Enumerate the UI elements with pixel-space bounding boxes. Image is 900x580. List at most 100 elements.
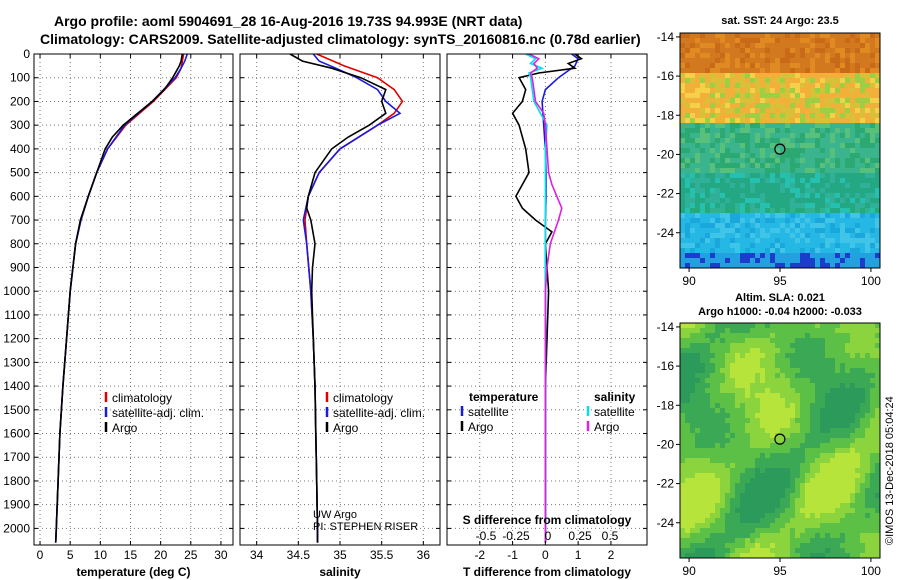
map-cell xyxy=(785,253,790,258)
map-cell xyxy=(865,68,870,73)
map-cell xyxy=(810,438,815,443)
map-cell xyxy=(860,423,865,428)
map-cell xyxy=(840,158,845,163)
map-cell xyxy=(795,253,800,258)
map-cell xyxy=(705,238,710,243)
map-cell xyxy=(795,483,800,488)
map-cell xyxy=(875,138,880,143)
map-cell xyxy=(715,223,720,228)
map-cell xyxy=(755,233,760,238)
map-cell xyxy=(740,148,745,153)
map-cell xyxy=(795,458,800,463)
y-tick-label: 600 xyxy=(10,189,30,203)
map-cell xyxy=(835,528,840,533)
map-cell xyxy=(850,263,855,268)
map-cell xyxy=(780,163,785,168)
map-cell xyxy=(765,213,770,218)
map-cell xyxy=(740,388,745,393)
map-cell xyxy=(780,33,785,38)
map-cell xyxy=(795,178,800,183)
map-cell xyxy=(835,508,840,513)
map-cell xyxy=(695,363,700,368)
map-cell xyxy=(680,173,685,178)
map-cell xyxy=(830,433,835,438)
map-cell xyxy=(700,183,705,188)
map-cell xyxy=(745,173,750,178)
map-cell xyxy=(690,128,695,133)
map-cell xyxy=(780,158,785,163)
map-cell xyxy=(810,63,815,68)
map-cell xyxy=(715,228,720,233)
map-cell xyxy=(870,408,875,413)
map-cell xyxy=(685,108,690,113)
map-cell xyxy=(745,518,750,523)
map-cell xyxy=(870,418,875,423)
map-cell xyxy=(805,148,810,153)
map-cell xyxy=(745,243,750,248)
map-cell xyxy=(780,128,785,133)
map-cell xyxy=(815,358,820,363)
map-cell xyxy=(685,233,690,238)
map-cell xyxy=(870,478,875,483)
map-cell xyxy=(755,353,760,358)
map-cell xyxy=(840,503,845,508)
map-cell xyxy=(775,338,780,343)
map-cell xyxy=(820,108,825,113)
map-cell xyxy=(755,133,760,138)
map-cell xyxy=(780,103,785,108)
map-cell xyxy=(710,88,715,93)
map-cell xyxy=(790,513,795,518)
map-cell xyxy=(730,78,735,83)
map-cell xyxy=(695,548,700,553)
map-cell xyxy=(870,498,875,503)
map-cell xyxy=(730,493,735,498)
map-cell xyxy=(825,253,830,258)
map-cell xyxy=(860,163,865,168)
map-cell xyxy=(715,138,720,143)
map-cell xyxy=(865,158,870,163)
map-cell xyxy=(765,363,770,368)
map-cell xyxy=(710,503,715,508)
map-cell xyxy=(840,328,845,333)
map-cell xyxy=(815,163,820,168)
map-cell xyxy=(875,123,880,128)
map-cell xyxy=(765,543,770,548)
map-cell xyxy=(685,163,690,168)
map-cell xyxy=(865,418,870,423)
map-cell xyxy=(830,428,835,433)
legend-title-salinity: salinity xyxy=(594,390,636,404)
map-cell xyxy=(700,43,705,48)
map-cell xyxy=(765,98,770,103)
map-cell xyxy=(780,428,785,433)
map-cell xyxy=(850,528,855,533)
map-cell xyxy=(820,38,825,43)
map-cell xyxy=(720,263,725,268)
map-cell xyxy=(740,53,745,58)
map-cell xyxy=(770,193,775,198)
secondary-x-tick-label: 0.5 xyxy=(602,529,619,543)
map-cell xyxy=(760,168,765,173)
map-cell xyxy=(750,228,755,233)
map-cell xyxy=(825,383,830,388)
map-cell xyxy=(855,458,860,463)
map-cell xyxy=(845,378,850,383)
series-line-s-argo xyxy=(528,53,563,543)
map-cell xyxy=(780,438,785,443)
map-cell xyxy=(805,168,810,173)
map-cell xyxy=(860,538,865,543)
map-cell xyxy=(770,168,775,173)
map-cell xyxy=(795,503,800,508)
map-cell xyxy=(745,133,750,138)
map-cell xyxy=(815,528,820,533)
map-cell xyxy=(845,83,850,88)
map-cell xyxy=(745,498,750,503)
map-cell xyxy=(860,378,865,383)
map-cell xyxy=(720,348,725,353)
map-cell xyxy=(765,498,770,503)
map-cell xyxy=(855,348,860,353)
map-cell xyxy=(830,478,835,483)
map-cell xyxy=(745,348,750,353)
map-cell xyxy=(685,348,690,353)
map-cell xyxy=(760,533,765,538)
map-cell xyxy=(770,218,775,223)
